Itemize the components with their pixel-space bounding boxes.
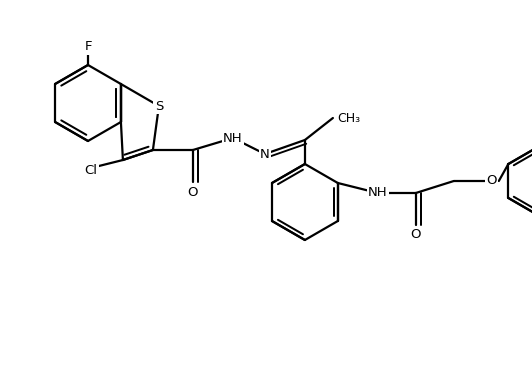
Text: NH: NH — [223, 131, 243, 144]
Text: CH₃: CH₃ — [337, 112, 360, 125]
Text: F: F — [84, 40, 92, 53]
Text: O: O — [411, 228, 421, 241]
Text: O: O — [188, 186, 198, 199]
Text: Cl: Cl — [85, 163, 97, 176]
Text: S: S — [155, 99, 163, 113]
Text: N: N — [260, 147, 270, 160]
Text: NH: NH — [368, 186, 388, 199]
Text: O: O — [487, 175, 497, 188]
